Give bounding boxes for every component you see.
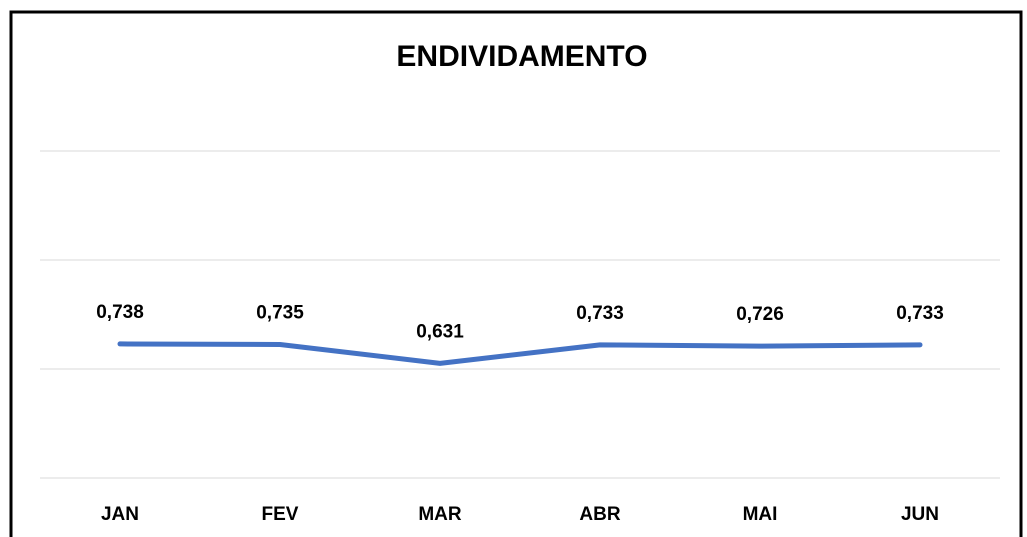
x-tick-label: ABR xyxy=(579,504,620,525)
data-label: 0,726 xyxy=(736,304,784,325)
x-tick-label: JAN xyxy=(101,504,139,525)
data-label: 0,733 xyxy=(576,303,624,324)
data-label: 0,733 xyxy=(896,303,944,324)
x-tick-label: FEV xyxy=(262,504,299,525)
data-label: 0,735 xyxy=(256,302,304,323)
chart-title: ENDIVIDAMENTO xyxy=(396,40,647,73)
x-tick-label: MAR xyxy=(418,504,462,525)
frame xyxy=(9,10,1023,537)
data-label: 0,631 xyxy=(416,321,464,342)
x-tick-label: JUN xyxy=(901,504,939,525)
data-line xyxy=(117,341,923,366)
x-tick-label: MAI xyxy=(743,504,778,525)
data-label: 0,738 xyxy=(96,302,144,323)
